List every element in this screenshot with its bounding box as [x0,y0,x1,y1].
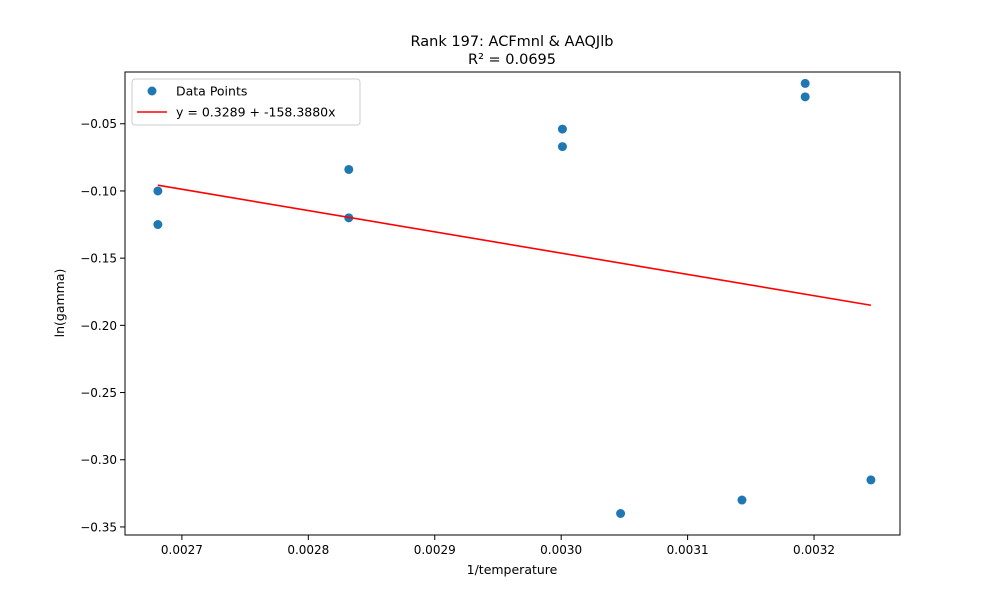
y-tick-label: −0.30 [80,453,117,467]
y-tick-label: −0.25 [80,386,117,400]
data-point [800,92,810,102]
y-tick-label: −0.35 [80,520,117,534]
x-tick-label: 0.0032 [793,543,835,557]
x-tick-label: 0.0029 [414,543,456,557]
data-point [557,124,567,134]
plot-frame [124,71,901,536]
x-axis-label: 1/temperature [467,562,558,577]
y-tick-label: −0.20 [80,319,117,333]
data-point [344,164,354,174]
data-point [737,495,747,505]
data-point [153,220,163,230]
y-tick-label: −0.15 [80,252,117,266]
fit-line [157,184,872,307]
data-point [800,78,810,88]
y-tick-label: −0.10 [80,184,117,198]
legend-marker-data-points [147,86,157,96]
legend-label-fit-line: y = 0.3289 + -158.3880x [176,105,336,120]
x-axis: 0.0027 0.0028 0.0029 0.0030 0.0031 0.0032 [161,535,835,557]
y-axis: −0.05 −0.10 −0.15 −0.20 −0.25 −0.30 −0.35 [80,117,125,534]
plot-area [153,78,876,518]
x-tick-label: 0.0031 [667,543,709,557]
y-axis-label: ln(gamma) [52,269,67,338]
x-tick-label: 0.0027 [161,543,203,557]
data-point [616,508,626,518]
chart-title: Rank 197: ACFmnl & AAQJlb [411,34,614,50]
legend-box [131,78,361,126]
x-tick-label: 0.0028 [287,543,329,557]
legend-label-data-points: Data Points [176,84,247,99]
legend: Data Points y = 0.3289 + -158.3880x [131,78,361,126]
data-point [866,475,876,485]
y-tick-label: −0.05 [80,117,117,131]
chart-subtitle: R² = 0.0695 [468,52,556,68]
data-point [557,142,567,152]
data-point [153,186,163,196]
x-tick-label: 0.0030 [540,543,582,557]
